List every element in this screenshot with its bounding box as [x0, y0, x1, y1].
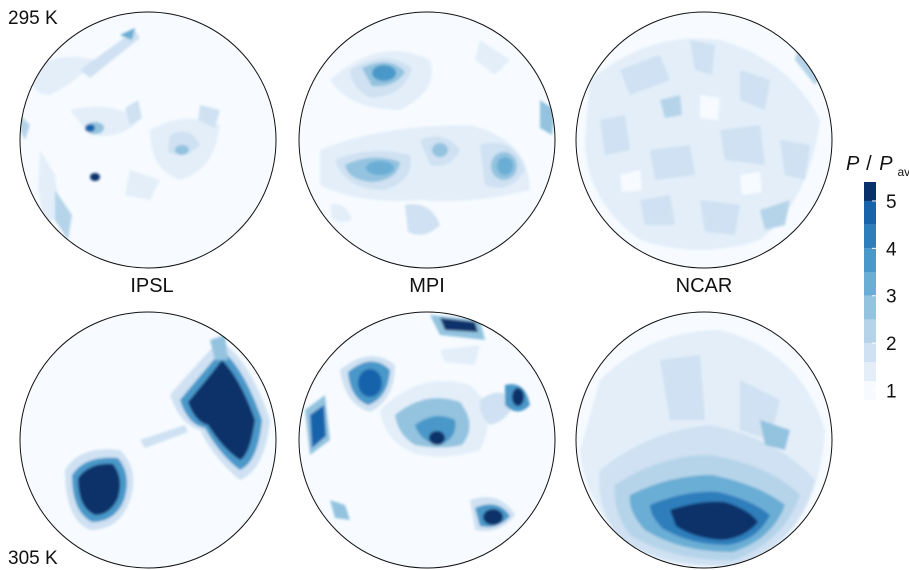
colorbar-bands	[864, 182, 876, 400]
colorbar-title-pavg: P	[879, 153, 893, 175]
row-label-305k: 305 K	[8, 548, 58, 569]
colorbar-title-sub: avg	[897, 165, 909, 179]
colorbar-tick-label: 3	[886, 287, 897, 308]
map-panel-ipsl-305k	[19, 311, 277, 569]
map-panel-mpi-305k	[298, 311, 556, 569]
model-label-ncar: NCAR	[676, 275, 733, 297]
colorbar-title-p: P	[846, 153, 860, 175]
colorbar-band-9	[864, 182, 876, 201]
colorbar-tick-label: 2	[886, 334, 897, 355]
map-panel-ncar-295k	[575, 11, 833, 269]
colorbar-band-6	[864, 248, 876, 273]
model-label-mpi: MPI	[409, 275, 445, 297]
colorbar-band-5	[864, 272, 876, 296]
colorbar-band-7	[864, 224, 876, 249]
model-label-ipsl: IPSL	[130, 275, 173, 297]
colorbar-tick-label: 1	[886, 382, 897, 403]
colorbar-tick-label: 4	[886, 239, 897, 260]
colorbar-ticks: 1 2 3 4 5	[872, 192, 897, 403]
colorbar-band-4	[864, 295, 876, 320]
colorbar-title: P / P avg	[846, 153, 909, 179]
colorbar-band-8	[864, 200, 876, 225]
map-panel-ipsl-295k	[19, 11, 277, 269]
colorbar-band-3	[864, 319, 876, 344]
colorbar: P / P avg 1 2 3 4 5	[846, 153, 909, 403]
map-panel-ncar-305k	[575, 311, 833, 569]
colorbar-band-1	[864, 362, 876, 382]
row-label-295k: 295 K	[8, 8, 58, 29]
map-panel-mpi-295k	[298, 11, 556, 269]
colorbar-tick-label: 5	[886, 192, 897, 213]
colorbar-band-0	[864, 381, 876, 400]
colorbar-title-slash: /	[866, 153, 872, 175]
colorbar-band-2	[864, 343, 876, 363]
